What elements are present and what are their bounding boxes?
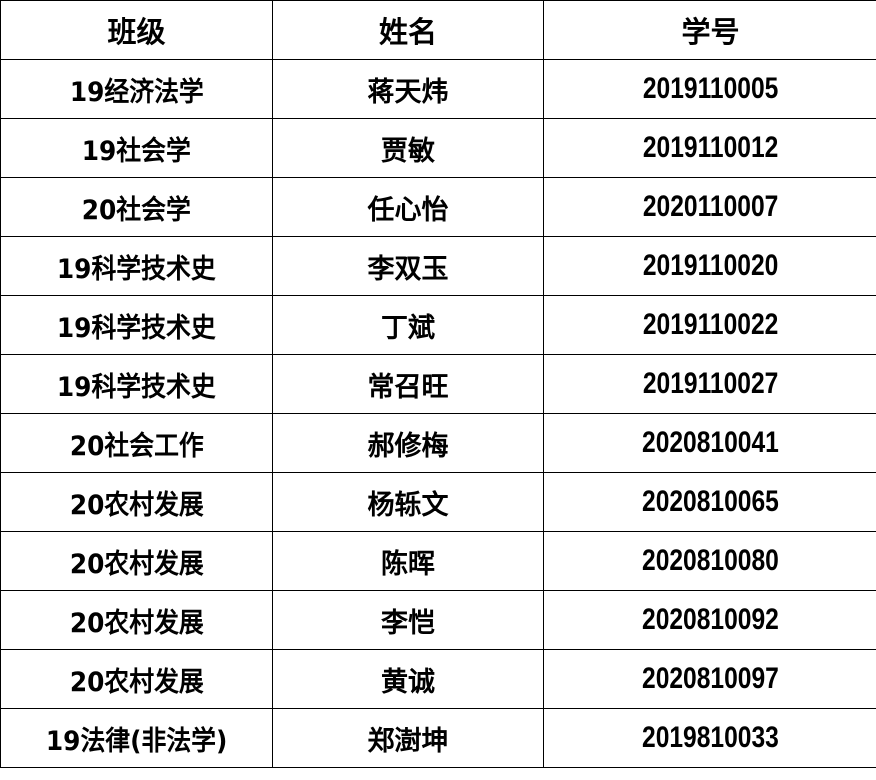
cell-class: 20农村发展 xyxy=(0,649,273,709)
cell-name: 郑澍坤 xyxy=(272,708,544,768)
student-id-text: 2019110020 xyxy=(642,249,779,282)
student-id-text: 2020810097 xyxy=(642,662,779,695)
cell-name: 黄诚 xyxy=(272,649,544,709)
cell-student-id: 2019810033 xyxy=(543,708,876,768)
cell-student-id: 2019110012 xyxy=(543,118,876,178)
class-text: 19科学技术史 xyxy=(57,253,216,285)
cell-student-id: 2020810041 xyxy=(543,413,876,473)
class-text: 20社会工作 xyxy=(69,430,204,462)
header-row: 班级 姓名 学号 xyxy=(0,0,876,60)
class-text: 20农村发展 xyxy=(69,607,204,639)
table-row: 20社会学 任心怡 2020110007 xyxy=(0,177,876,237)
cell-student-id: 2019110022 xyxy=(543,295,876,355)
student-id-text: 2019110027 xyxy=(642,367,779,400)
cell-name: 任心怡 xyxy=(272,177,544,237)
table-row: 20农村发展 黄诚 2020810097 xyxy=(0,649,876,709)
cell-name: 杨轹文 xyxy=(272,472,544,532)
class-text: 20农村发展 xyxy=(69,489,204,521)
cell-name: 贾敏 xyxy=(272,118,544,178)
cell-name: 李恺 xyxy=(272,590,544,650)
header-student-id: 学号 xyxy=(543,0,876,60)
class-text: 19经济法学 xyxy=(69,76,204,108)
cell-name: 常召旺 xyxy=(272,354,544,414)
class-text: 20农村发展 xyxy=(69,666,204,698)
student-id-text: 2020810065 xyxy=(642,485,779,518)
student-id-text: 2020810041 xyxy=(642,426,779,459)
class-text: 19法律(非法学) xyxy=(45,725,228,757)
cell-class: 19社会学 xyxy=(0,118,273,178)
cell-student-id: 2020810092 xyxy=(543,590,876,650)
cell-student-id: 2020810080 xyxy=(543,531,876,591)
cell-student-id: 2020810097 xyxy=(543,649,876,709)
cell-student-id: 2020110007 xyxy=(543,177,876,237)
table-row: 20农村发展 陈晖 2020810080 xyxy=(0,531,876,591)
class-text: 19科学技术史 xyxy=(57,371,216,403)
cell-student-id: 2019110027 xyxy=(543,354,876,414)
header-name: 姓名 xyxy=(272,0,544,60)
cell-class: 19科学技术史 xyxy=(0,295,273,355)
table-row: 19社会学 贾敏 2019110012 xyxy=(0,118,876,178)
cell-name: 蒋天炜 xyxy=(272,59,544,119)
cell-student-id: 2020810065 xyxy=(543,472,876,532)
table-row: 20农村发展 李恺 2020810092 xyxy=(0,590,876,650)
table-row: 19经济法学 蒋天炜 2019110005 xyxy=(0,59,876,119)
table-row: 19法律(非法学) 郑澍坤 2019810033 xyxy=(0,708,876,768)
table-row: 19科学技术史 丁斌 2019110022 xyxy=(0,295,876,355)
student-id-text: 2020810092 xyxy=(642,603,779,636)
cell-name: 李双玉 xyxy=(272,236,544,296)
cell-class: 19法律(非法学) xyxy=(0,708,273,768)
cell-name: 丁斌 xyxy=(272,295,544,355)
student-id-text: 2019110012 xyxy=(642,131,779,164)
table-row: 19科学技术史 常召旺 2019110027 xyxy=(0,354,876,414)
class-text: 19科学技术史 xyxy=(57,312,216,344)
student-id-text: 2019110005 xyxy=(642,72,779,105)
cell-student-id: 2019110020 xyxy=(543,236,876,296)
cell-class: 20农村发展 xyxy=(0,531,273,591)
class-text: 19社会学 xyxy=(81,135,192,167)
cell-class: 19科学技术史 xyxy=(0,236,273,296)
student-id-text: 2019110022 xyxy=(642,308,779,341)
student-id-text: 2020810080 xyxy=(642,544,779,577)
table-row: 19科学技术史 李双玉 2019110020 xyxy=(0,236,876,296)
cell-student-id: 2019110005 xyxy=(543,59,876,119)
cell-class: 20社会工作 xyxy=(0,413,273,473)
student-id-text: 2019810033 xyxy=(642,721,779,754)
cell-class: 20农村发展 xyxy=(0,590,273,650)
cell-name: 陈晖 xyxy=(272,531,544,591)
student-id-text: 2020110007 xyxy=(642,190,779,223)
cell-class: 20农村发展 xyxy=(0,472,273,532)
table-row: 20农村发展 杨轹文 2020810065 xyxy=(0,472,876,532)
cell-class: 19科学技术史 xyxy=(0,354,273,414)
table-row: 20社会工作 郝修梅 2020810041 xyxy=(0,413,876,473)
class-text: 20农村发展 xyxy=(69,548,204,580)
cell-name: 郝修梅 xyxy=(272,413,544,473)
cell-class: 20社会学 xyxy=(0,177,273,237)
cell-class: 19经济法学 xyxy=(0,59,273,119)
class-text: 20社会学 xyxy=(81,194,192,226)
header-class: 班级 xyxy=(0,0,273,60)
